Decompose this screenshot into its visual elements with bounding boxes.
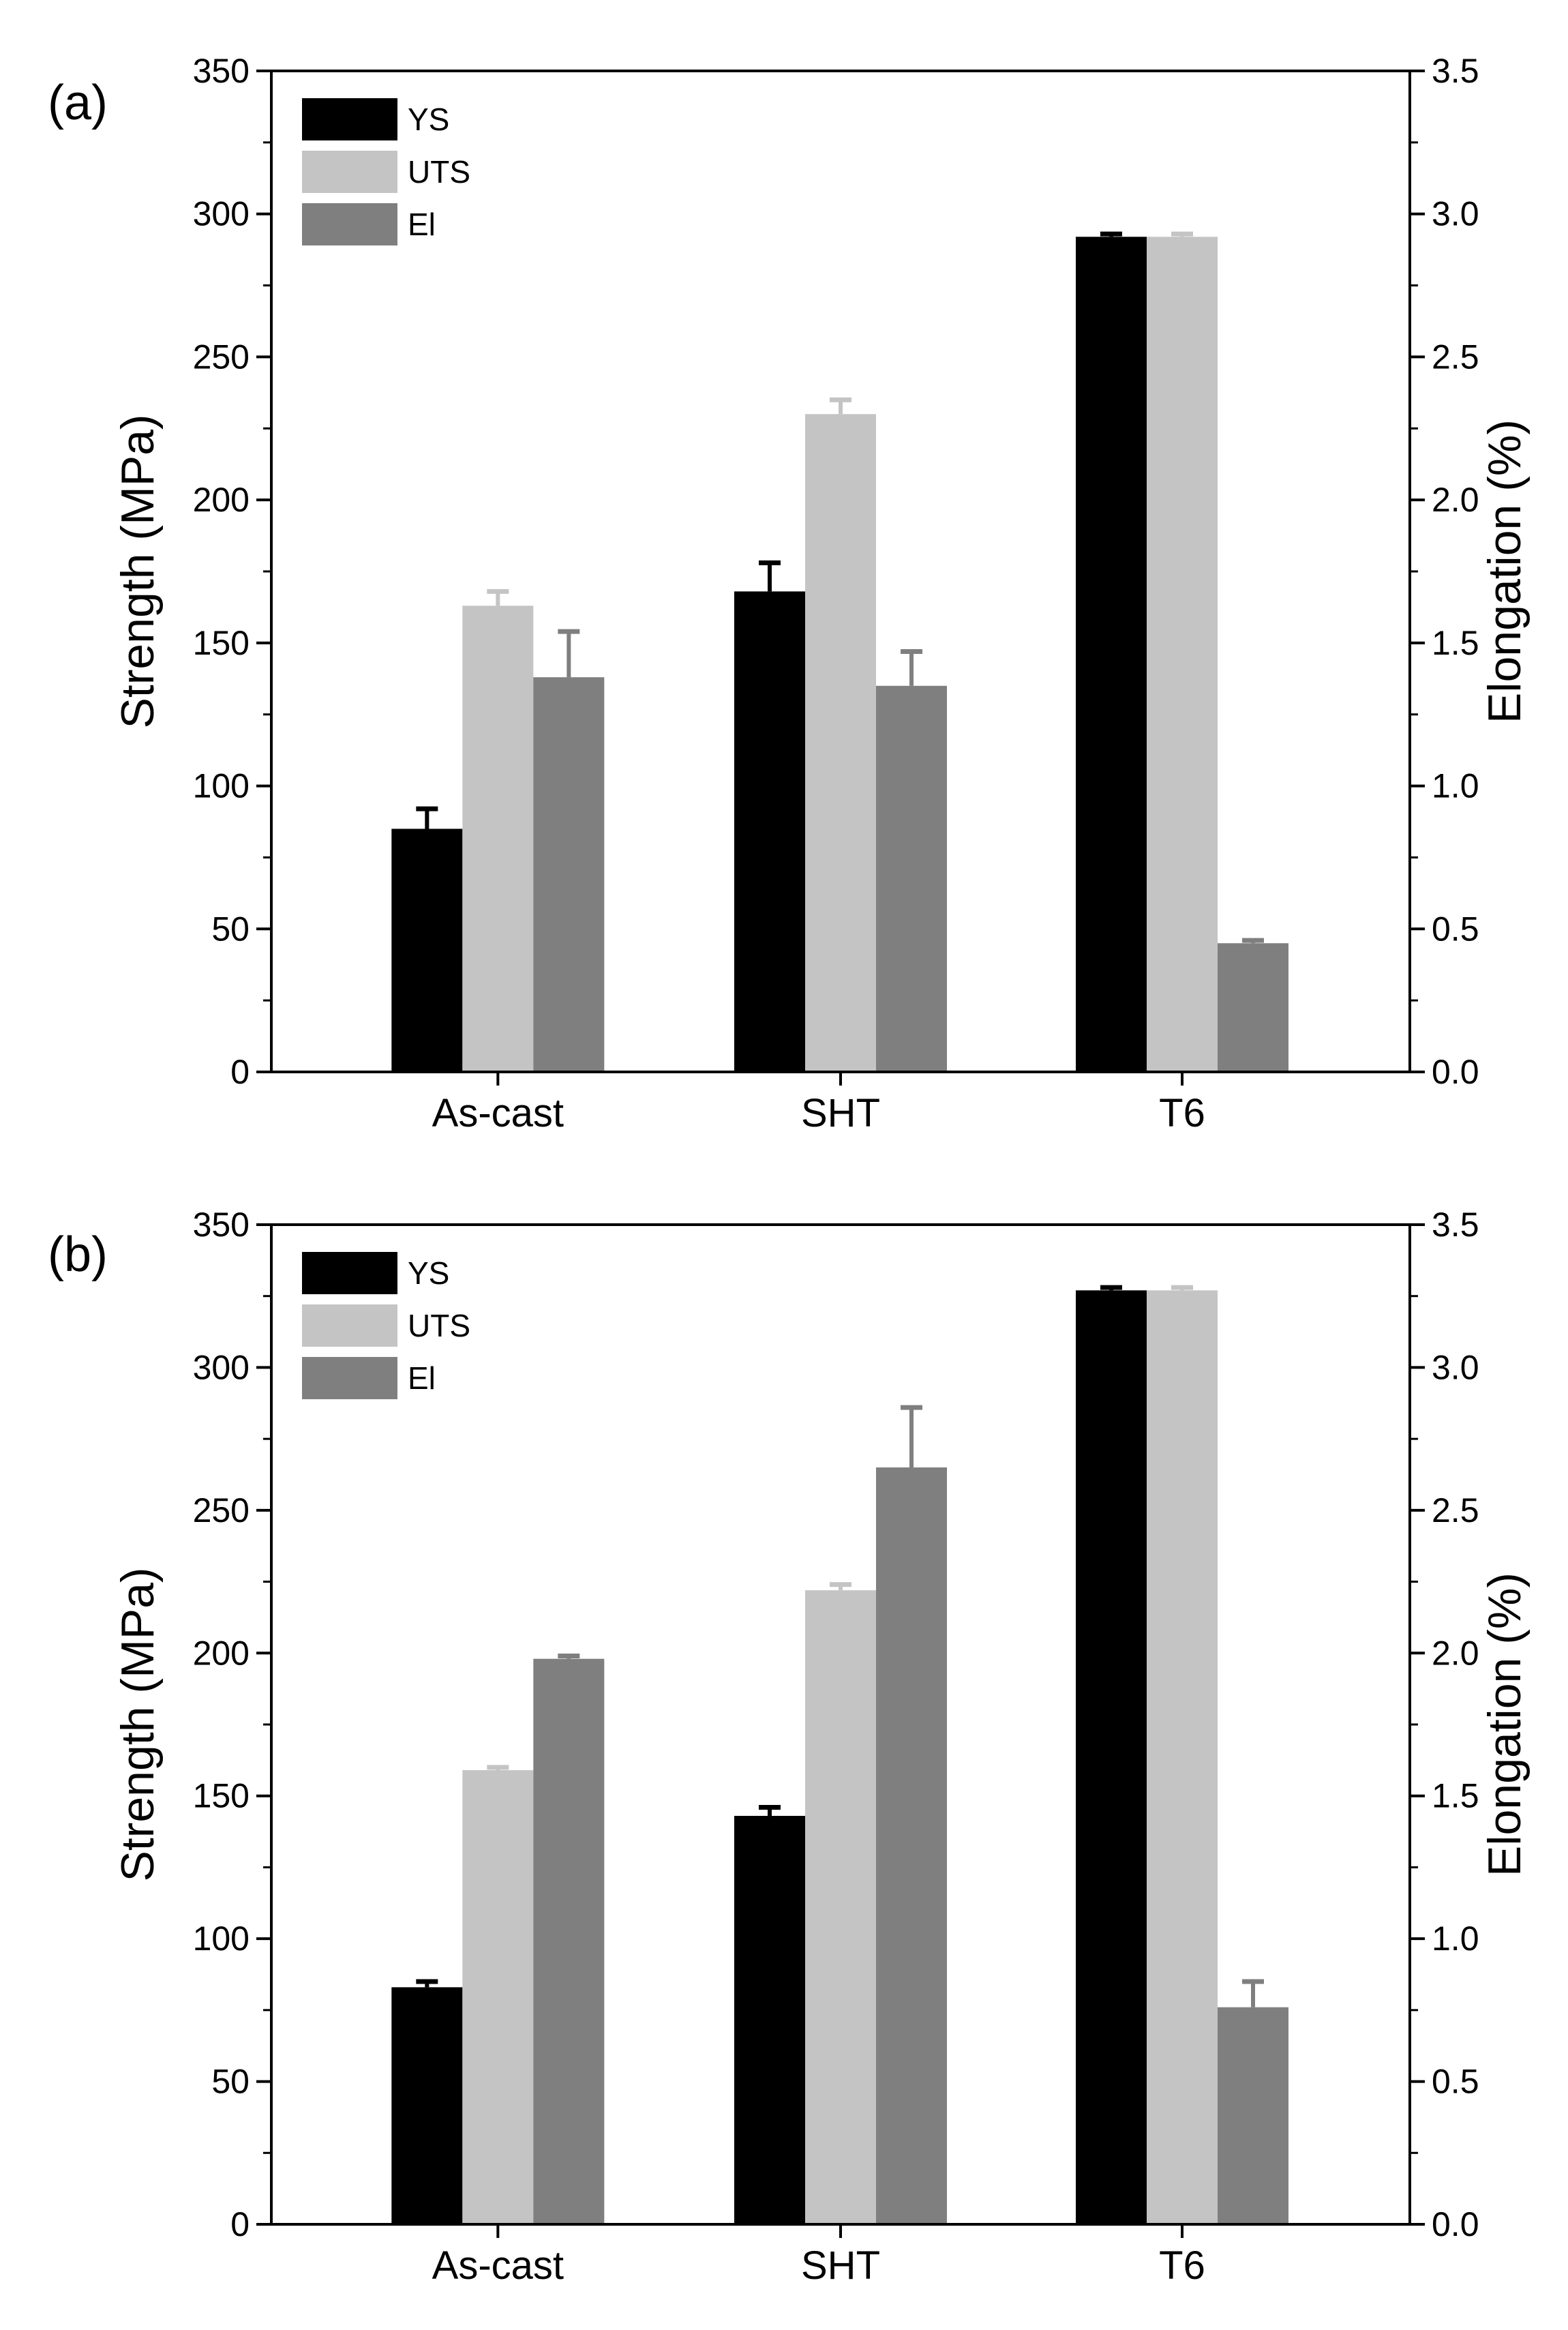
y-tick-label: 250 bbox=[193, 338, 250, 376]
y2-tick-label: 3.0 bbox=[1432, 195, 1479, 233]
y2-tick-label: 1.0 bbox=[1432, 1920, 1479, 1958]
y-tick-label: 0 bbox=[230, 1053, 250, 1091]
bar-ys-sht bbox=[734, 1816, 805, 2224]
bar-uts-as-cast bbox=[462, 606, 534, 1072]
y-tick-label: 350 bbox=[193, 52, 250, 90]
panel-label: (a) bbox=[48, 76, 108, 130]
y2-tick-label: 1.0 bbox=[1432, 767, 1479, 805]
bar-uts-t6 bbox=[1147, 1290, 1218, 2224]
legend-label-el: El bbox=[408, 1360, 436, 1396]
y-axis-title: Strength (MPa) bbox=[112, 414, 164, 728]
x-tick-label: T6 bbox=[1159, 1091, 1205, 1135]
bar-ys-sht bbox=[734, 591, 805, 1072]
y-tick-label: 150 bbox=[193, 624, 250, 662]
y-tick-label: 50 bbox=[211, 910, 250, 948]
chart-panel-b: (b) 0 50 100 150 200 250 300 350 0.0 0.5 1.0 1.5 2.0 2… bbox=[48, 1206, 1531, 2288]
x-tick-label: SHT bbox=[801, 2243, 880, 2288]
y-axis-title: Strength (MPa) bbox=[112, 1567, 164, 1881]
bar-uts-as-cast bbox=[462, 1770, 534, 2224]
bar-el-as-cast bbox=[533, 677, 605, 1072]
bar-el-as-cast bbox=[533, 1658, 605, 2224]
y-tick-label: 250 bbox=[193, 1491, 250, 1529]
bar-ys-t6 bbox=[1076, 237, 1147, 1073]
y-tick-label: 50 bbox=[211, 2063, 250, 2101]
x-tick-label: As-cast bbox=[432, 1091, 564, 1135]
bar-el-t6 bbox=[1218, 943, 1288, 1072]
legend-swatch-el bbox=[302, 1357, 397, 1399]
y2-tick-label: 0.0 bbox=[1432, 2205, 1479, 2243]
y2-tick-label: 1.5 bbox=[1432, 1777, 1479, 1815]
legend-label-ys: YS bbox=[408, 102, 449, 137]
y-tick-label: 200 bbox=[193, 481, 250, 519]
y2-axis-title: Elongation (%) bbox=[1479, 419, 1531, 723]
y2-tick-label: 0.5 bbox=[1432, 910, 1479, 948]
y-tick-label: 300 bbox=[193, 195, 250, 233]
y2-tick-label: 2.0 bbox=[1432, 481, 1479, 519]
chart-panel-a: (a) 0 50 100 150 200 250 300 350 0.0 0.5 1.0 1.5 2.0 2… bbox=[48, 52, 1531, 1135]
y-tick-label: 100 bbox=[193, 1920, 250, 1958]
y-tick-label: 0 bbox=[230, 2205, 250, 2243]
y-tick-label: 150 bbox=[193, 1777, 250, 1815]
y2-tick-label: 3.5 bbox=[1432, 52, 1479, 90]
y-tick-label: 350 bbox=[193, 1206, 250, 1244]
bar-ys-as-cast bbox=[391, 1987, 463, 2224]
y-tick-label: 200 bbox=[193, 1634, 250, 1672]
y2-tick-label: 0.5 bbox=[1432, 2063, 1479, 2101]
bar-ys-t6 bbox=[1076, 1290, 1147, 2224]
legend-swatch-el bbox=[302, 203, 397, 245]
legend-label-uts: UTS bbox=[408, 1308, 470, 1343]
x-tick-label: SHT bbox=[801, 1091, 880, 1135]
bar-uts-sht bbox=[805, 414, 876, 1072]
bar-uts-sht bbox=[805, 1590, 876, 2224]
legend-label-el: El bbox=[408, 207, 436, 242]
panel-label: (b) bbox=[48, 1227, 108, 1282]
x-tick-label: As-cast bbox=[432, 2243, 564, 2288]
bar-el-sht bbox=[876, 1467, 947, 2224]
legend-swatch-uts bbox=[302, 151, 397, 193]
y2-tick-label: 2.0 bbox=[1432, 1634, 1479, 1672]
y-tick-label: 100 bbox=[193, 767, 250, 805]
bar-uts-t6 bbox=[1147, 237, 1218, 1073]
y2-tick-label: 2.5 bbox=[1432, 338, 1479, 376]
y2-tick-label: 0.0 bbox=[1432, 1053, 1479, 1091]
bar-el-sht bbox=[876, 685, 947, 1072]
y2-tick-label: 3.5 bbox=[1432, 1206, 1479, 1244]
y2-tick-label: 3.0 bbox=[1432, 1348, 1479, 1386]
legend-swatch-ys bbox=[302, 1252, 397, 1294]
legend-label-uts: UTS bbox=[408, 154, 470, 190]
legend-swatch-uts bbox=[302, 1304, 397, 1347]
y2-tick-label: 2.5 bbox=[1432, 1491, 1479, 1529]
legend-swatch-ys bbox=[302, 98, 397, 140]
bar-el-t6 bbox=[1218, 2007, 1288, 2224]
y2-axis-title: Elongation (%) bbox=[1479, 1572, 1531, 1877]
bar-ys-as-cast bbox=[391, 828, 463, 1072]
y2-tick-label: 1.5 bbox=[1432, 624, 1479, 662]
legend-label-ys: YS bbox=[408, 1255, 449, 1291]
x-tick-label: T6 bbox=[1159, 2243, 1205, 2288]
y-tick-label: 300 bbox=[193, 1348, 250, 1386]
